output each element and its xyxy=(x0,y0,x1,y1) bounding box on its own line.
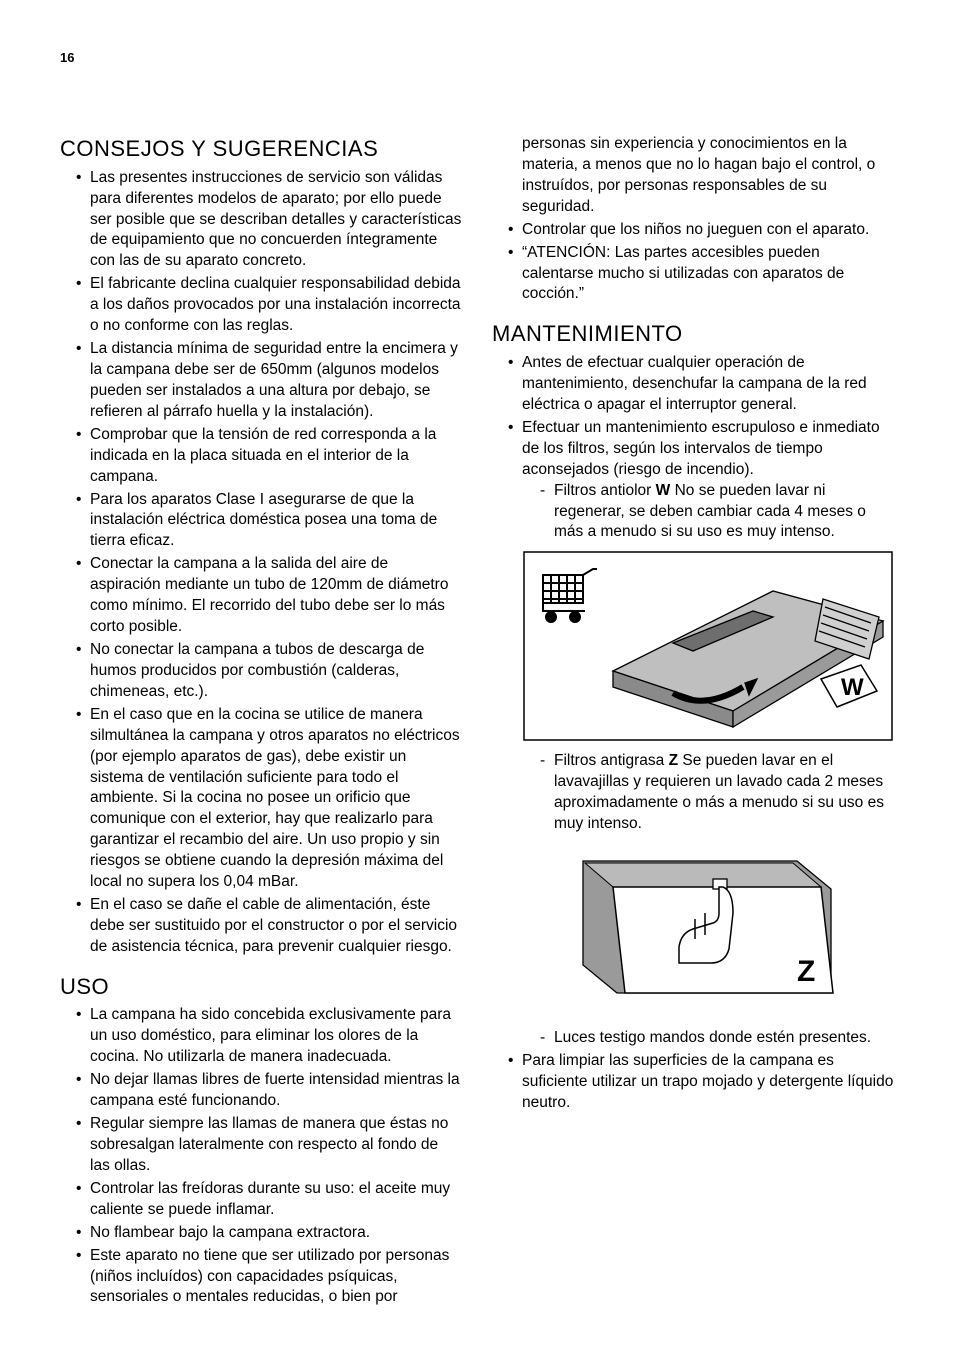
list-item-text: Efectuar un mantenimiento escrupuloso e … xyxy=(522,419,880,478)
list-item: Comprobar que la tensión de red correspo… xyxy=(76,425,462,488)
list-item: Regular siempre las llamas de manera que… xyxy=(76,1114,462,1177)
bold-w: W xyxy=(656,482,671,499)
list-item: No flambear bajo la campana extractora. xyxy=(76,1223,462,1244)
list-item: “ATENCIÓN: Las partes accesibles pueden … xyxy=(508,243,894,306)
list-item: Para limpiar las superficies de la campa… xyxy=(508,1051,894,1114)
figure-z: Z xyxy=(522,843,894,1018)
sublist: Filtros antigrasa Z Se pueden lavar en e… xyxy=(522,751,894,835)
heading-uso: USO xyxy=(60,972,462,1002)
list-item: No dejar llamas libres de fuerte intensi… xyxy=(76,1070,462,1112)
list-item: Conectar la campana a la salida del aire… xyxy=(76,554,462,638)
list-item: Controlar las freídoras durante su uso: … xyxy=(76,1179,462,1221)
figure-w-label: W xyxy=(841,674,864,701)
page-number: 16 xyxy=(60,50,74,65)
list-consejos: Las presentes instrucciones de servicio … xyxy=(60,168,462,958)
list-item: No conectar la campana a tubos de descar… xyxy=(76,640,462,703)
sublist: Luces testigo mandos donde estén present… xyxy=(522,1028,894,1049)
sublist: Filtros antiolor W No se pueden lavar ni… xyxy=(522,481,894,544)
list-item: Controlar que los niños no jueguen con e… xyxy=(508,220,894,241)
list-item: Las presentes instrucciones de servicio … xyxy=(76,168,462,273)
sublist-item-z: Filtros antigrasa Z Se pueden lavar en e… xyxy=(540,751,894,835)
list-item: Antes de efectuar cualquier operación de… xyxy=(508,353,894,416)
sublist-item-w: Filtros antiolor W No se pueden lavar ni… xyxy=(540,481,894,544)
bold-z: Z xyxy=(669,752,678,769)
list-item: El fabricante declina cualquier responsa… xyxy=(76,274,462,337)
list-item: La campana ha sido concebida exclusivame… xyxy=(76,1005,462,1068)
text: Filtros antigrasa xyxy=(554,752,669,769)
list-item: La distancia mínima de seguridad entre l… xyxy=(76,339,462,423)
text: Filtros antiolor xyxy=(554,482,656,499)
heading-consejos: CONSEJOS Y SUGERENCIAS xyxy=(60,134,462,164)
list-mantenimiento: Antes de efectuar cualquier operación de… xyxy=(492,353,894,1114)
figure-w: W xyxy=(522,551,894,741)
list-item: Efectuar un mantenimiento escrupuloso e … xyxy=(508,418,894,1049)
list-item: Para los aparatos Clase I asegurarse de … xyxy=(76,490,462,553)
content-columns: CONSEJOS Y SUGERENCIAS Las presentes ins… xyxy=(60,134,894,1314)
list-item: En el caso que en la cocina se utilice d… xyxy=(76,705,462,893)
figure-z-label: Z xyxy=(797,955,815,988)
sublist-item-luces: Luces testigo mandos donde estén present… xyxy=(540,1028,894,1049)
list-item: En el caso se dañe el cable de alimentac… xyxy=(76,895,462,958)
heading-mantenimiento: MANTENIMIENTO xyxy=(492,319,894,349)
page: 16 CONSEJOS Y SUGERENCIAS Las presentes … xyxy=(0,0,954,1354)
